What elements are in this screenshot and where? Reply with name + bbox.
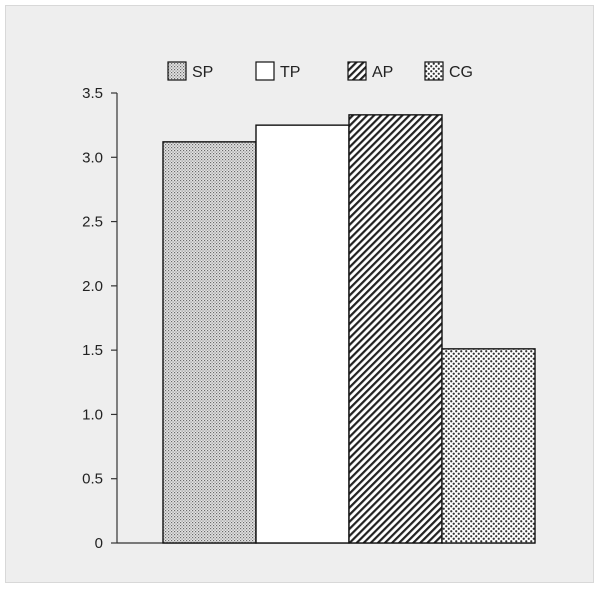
y-tick-label: 2.0 <box>82 278 103 295</box>
bars <box>162 114 536 544</box>
y-tick-label: 3.0 <box>82 149 103 166</box>
legend-swatch-tp <box>255 61 275 81</box>
legend-label-cg: CG <box>449 64 473 81</box>
y-tick-label: 0.5 <box>82 471 103 488</box>
bar-cg <box>441 348 536 544</box>
y-tick-label: 2.5 <box>82 214 103 231</box>
legend-swatch-cg <box>424 61 444 81</box>
legend-swatch-sp <box>167 61 187 81</box>
legend-label-ap: AP <box>372 64 393 81</box>
y-tick-label: 1.0 <box>82 406 103 423</box>
bar-sp <box>162 141 257 544</box>
legend-label-sp: SP <box>192 64 213 81</box>
y-tick-label: 1.5 <box>82 342 103 359</box>
legend: SP TP AP CG <box>167 61 473 81</box>
y-tick-label: 3.5 <box>82 85 103 102</box>
bar-ap <box>348 114 443 544</box>
y-tick-label: 0 <box>95 535 103 552</box>
legend-swatch-ap <box>347 61 367 81</box>
bar-tp <box>255 124 350 544</box>
legend-label-tp: TP <box>280 64 300 81</box>
